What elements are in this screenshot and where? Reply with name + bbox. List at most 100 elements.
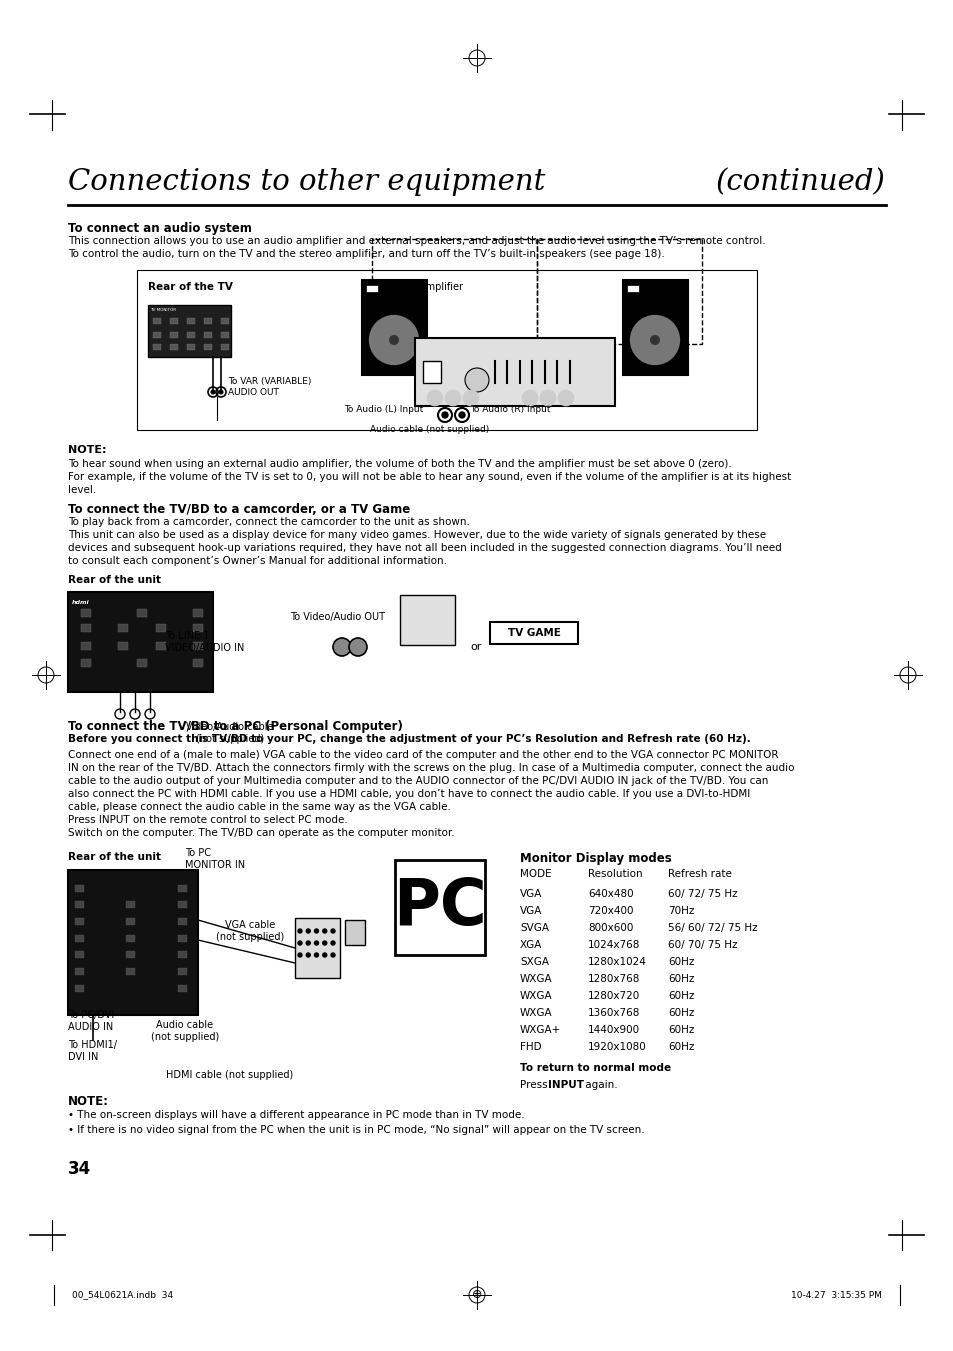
Bar	[178, 985, 187, 992]
Bar	[127, 935, 135, 942]
Circle shape	[558, 390, 574, 407]
Text: WXGA: WXGA	[519, 1008, 552, 1019]
Text: To connect the TV/BD to a PC (Personal Computer): To connect the TV/BD to a PC (Personal C…	[68, 720, 402, 734]
Text: To return to normal mode: To return to normal mode	[519, 1063, 670, 1073]
Text: VGA cable
(not supplied): VGA cable (not supplied)	[215, 920, 284, 943]
Bar	[152, 345, 161, 350]
Text: Rear of the unit: Rear of the unit	[68, 576, 161, 585]
Bar	[75, 917, 84, 925]
Text: hdmi: hdmi	[71, 600, 90, 605]
Bar	[81, 642, 91, 650]
Bar	[178, 951, 187, 958]
Circle shape	[462, 390, 478, 407]
Text: • If there is no video signal from the PC when the unit is in PC mode, “No signa: • If there is no video signal from the P…	[68, 1125, 644, 1135]
Circle shape	[539, 390, 556, 407]
Circle shape	[368, 313, 419, 366]
Text: 70Hz: 70Hz	[667, 907, 694, 916]
Text: Switch on the computer. The TV/BD can operate as the computer monitor.: Switch on the computer. The TV/BD can op…	[68, 828, 455, 838]
Text: also connect the PC with HDMI cable. If you use a HDMI cable, you don’t have to : also connect the PC with HDMI cable. If …	[68, 789, 749, 798]
Text: Press: Press	[519, 1079, 550, 1090]
Bar	[204, 332, 212, 338]
Circle shape	[389, 335, 398, 345]
Circle shape	[444, 390, 460, 407]
Text: (continued): (continued)	[716, 168, 885, 196]
Bar	[81, 609, 91, 617]
Bar	[626, 285, 639, 292]
Text: 1360x768: 1360x768	[587, 1008, 639, 1019]
Bar	[204, 345, 212, 350]
Text: cable, please connect the audio cable in the same way as the VGA cable.: cable, please connect the audio cable in…	[68, 802, 451, 812]
Circle shape	[211, 390, 214, 394]
Bar	[178, 935, 187, 942]
Bar	[137, 609, 147, 617]
Circle shape	[306, 942, 310, 944]
Text: ⊕: ⊕	[471, 1289, 482, 1301]
Text: Rear of the unit: Rear of the unit	[68, 852, 161, 862]
Bar	[193, 642, 203, 650]
Circle shape	[314, 929, 318, 934]
Text: This unit can also be used as a display device for many video games. However, du: This unit can also be used as a display …	[68, 530, 765, 540]
Bar	[75, 969, 84, 975]
Text: or: or	[470, 642, 481, 653]
Bar	[187, 345, 194, 350]
Bar	[152, 332, 161, 338]
Bar	[75, 885, 84, 892]
Circle shape	[331, 942, 335, 944]
Bar	[118, 624, 129, 632]
Text: to consult each component’s Owner’s Manual for additional information.: to consult each component’s Owner’s Manu…	[68, 557, 447, 566]
Circle shape	[331, 952, 335, 957]
Circle shape	[333, 638, 351, 657]
Text: IN on the rear of the TV/BD. Attach the connectors firmly with the screws on the: IN on the rear of the TV/BD. Attach the …	[68, 763, 794, 773]
Circle shape	[297, 929, 302, 934]
Bar	[75, 901, 84, 908]
Text: devices and subsequent hook-up variations required, they have not all been inclu: devices and subsequent hook-up variation…	[68, 543, 781, 553]
Circle shape	[322, 929, 327, 934]
Text: SXGA: SXGA	[519, 957, 548, 967]
Text: NOTE:: NOTE:	[68, 444, 107, 455]
Text: 1024x768: 1024x768	[587, 940, 639, 950]
Text: To play back from a camcorder, connect the camcorder to the unit as shown.: To play back from a camcorder, connect t…	[68, 517, 470, 527]
Text: INPUT: INPUT	[547, 1079, 583, 1090]
Bar	[395, 861, 484, 955]
Circle shape	[314, 942, 318, 944]
Bar	[152, 317, 161, 324]
Bar	[294, 917, 339, 978]
Bar	[155, 642, 166, 650]
Bar	[399, 594, 455, 644]
Text: PC: PC	[393, 875, 486, 938]
Bar	[221, 345, 229, 350]
Text: 60Hz: 60Hz	[667, 1025, 694, 1035]
Text: 800x600: 800x600	[587, 923, 633, 934]
Bar	[137, 659, 147, 667]
Bar	[193, 609, 203, 617]
Bar	[170, 345, 178, 350]
Text: To PC/DVI
AUDIO IN: To PC/DVI AUDIO IN	[68, 1011, 114, 1032]
Text: 1280x720: 1280x720	[587, 992, 639, 1001]
Text: Video/Audio cable
(not supplied): Video/Audio cable (not supplied)	[186, 721, 274, 744]
Text: 00_54L0621A.indb  34: 00_54L0621A.indb 34	[71, 1290, 172, 1300]
Bar	[537, 239, 701, 345]
Text: cable to the audio output of your Multimedia computer and to the AUDIO connector: cable to the audio output of your Multim…	[68, 775, 767, 786]
Circle shape	[306, 929, 310, 934]
Text: To PC
MONITOR IN: To PC MONITOR IN	[185, 848, 245, 870]
Text: To Video/Audio OUT: To Video/Audio OUT	[290, 612, 385, 621]
Circle shape	[297, 952, 302, 957]
Text: 56/ 60/ 72/ 75 Hz: 56/ 60/ 72/ 75 Hz	[667, 923, 757, 934]
Text: SVGA: SVGA	[519, 923, 548, 934]
Text: Audio cable (not supplied): Audio cable (not supplied)	[370, 426, 489, 434]
Bar	[155, 624, 166, 632]
Text: WXGA: WXGA	[519, 992, 552, 1001]
Circle shape	[649, 335, 659, 345]
Text: To hear sound when using an external audio amplifier, the volume of both the TV : To hear sound when using an external aud…	[68, 459, 731, 469]
Text: • The on-screen displays will have a different appearance in PC mode than in TV : • The on-screen displays will have a dif…	[68, 1111, 524, 1120]
Bar	[127, 901, 135, 908]
Text: Connections to other equipment: Connections to other equipment	[68, 168, 545, 196]
Circle shape	[521, 390, 537, 407]
Circle shape	[349, 638, 367, 657]
Circle shape	[322, 942, 327, 944]
Bar	[187, 317, 194, 324]
Bar	[221, 332, 229, 338]
Text: For example, if the volume of the TV is set to 0, you will not be able to hear a: For example, if the volume of the TV is …	[68, 471, 790, 482]
Text: To Audio (L) Input: To Audio (L) Input	[343, 405, 422, 413]
Bar	[490, 621, 578, 644]
